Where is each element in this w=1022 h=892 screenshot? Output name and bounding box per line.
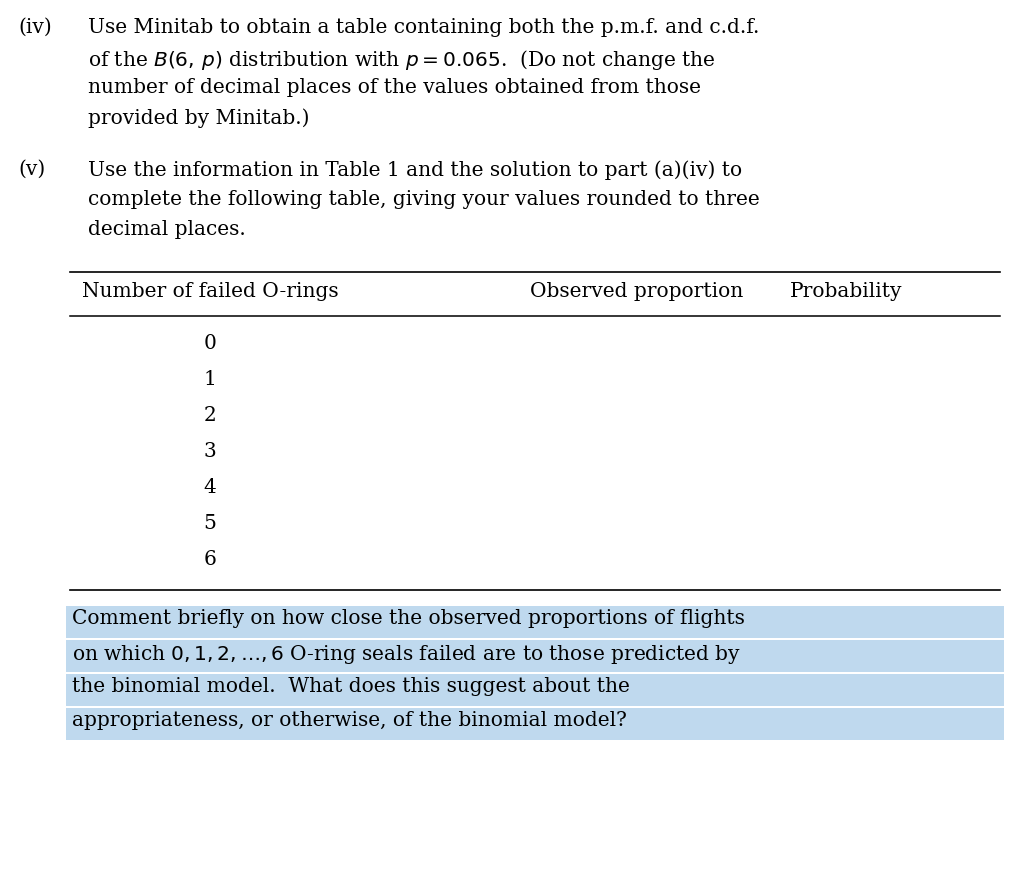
Text: 4: 4 bbox=[203, 478, 217, 497]
Text: Use the information in Table 1 and the solution to part (a)(iv) to: Use the information in Table 1 and the s… bbox=[88, 160, 742, 179]
Text: Use Minitab to obtain a table containing both the p.m.f. and c.d.f.: Use Minitab to obtain a table containing… bbox=[88, 18, 759, 37]
Bar bbox=[66, 640, 1004, 672]
Text: the binomial model.  What does this suggest about the: the binomial model. What does this sugge… bbox=[72, 677, 630, 696]
Text: 3: 3 bbox=[203, 442, 217, 461]
Text: number of decimal places of the values obtained from those: number of decimal places of the values o… bbox=[88, 78, 701, 97]
Text: complete the following table, giving your values rounded to three: complete the following table, giving you… bbox=[88, 190, 759, 209]
Text: 5: 5 bbox=[203, 514, 217, 533]
Text: Observed proportion: Observed proportion bbox=[530, 282, 743, 301]
Text: 0: 0 bbox=[203, 334, 217, 353]
Bar bbox=[66, 708, 1004, 740]
Text: provided by Minitab.): provided by Minitab.) bbox=[88, 108, 310, 128]
Text: of the $B(6,\,p)$ distribution with $p = 0.065$.  (Do not change the: of the $B(6,\,p)$ distribution with $p =… bbox=[88, 48, 715, 72]
Text: 1: 1 bbox=[203, 370, 217, 389]
Text: Number of failed O-rings: Number of failed O-rings bbox=[82, 282, 338, 301]
Text: (v): (v) bbox=[18, 160, 45, 179]
Text: 6: 6 bbox=[203, 550, 217, 569]
Text: Probability: Probability bbox=[790, 282, 902, 301]
Bar bbox=[66, 674, 1004, 706]
Text: on which $0, 1, 2, \ldots, 6$ O-ring seals failed are to those predicted by: on which $0, 1, 2, \ldots, 6$ O-ring sea… bbox=[72, 643, 741, 666]
Text: appropriateness, or otherwise, of the binomial model?: appropriateness, or otherwise, of the bi… bbox=[72, 711, 626, 730]
Text: (iv): (iv) bbox=[18, 18, 52, 37]
Text: decimal places.: decimal places. bbox=[88, 220, 245, 239]
Text: 2: 2 bbox=[203, 406, 217, 425]
Bar bbox=[66, 606, 1004, 638]
Text: Comment briefly on how close the observed proportions of flights: Comment briefly on how close the observe… bbox=[72, 609, 745, 628]
